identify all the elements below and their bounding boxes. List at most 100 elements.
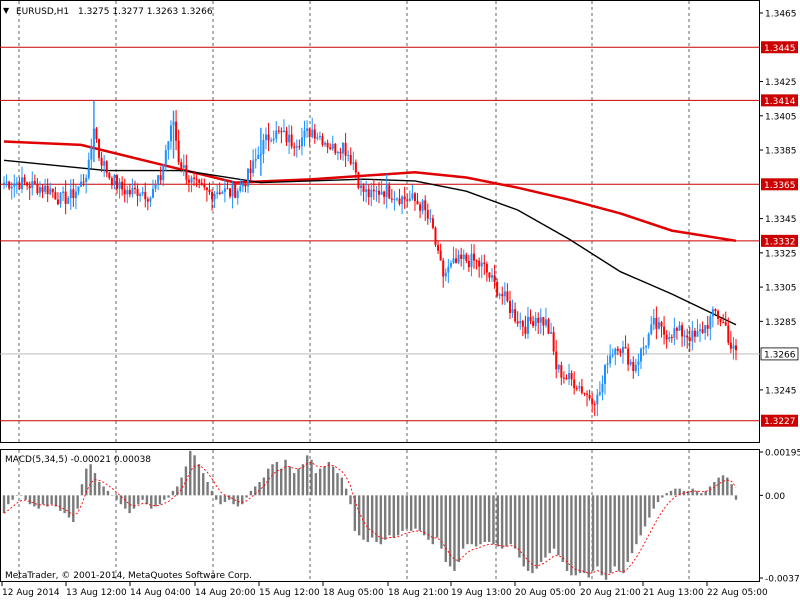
candle-body <box>213 193 216 200</box>
candle-body <box>26 182 29 186</box>
candle-body <box>13 183 16 187</box>
macd-bar <box>223 495 227 502</box>
macd-bar <box>340 477 344 496</box>
macd-bar <box>145 495 149 505</box>
candle-body <box>437 244 440 251</box>
macd-bar <box>505 495 508 547</box>
macd-bar <box>591 495 595 571</box>
candle-body <box>339 151 342 154</box>
time-label: 21 Aug 13:00 <box>643 588 704 598</box>
candle-body <box>514 309 517 322</box>
candle-body <box>177 140 180 163</box>
candle-body <box>434 227 437 245</box>
candle-body <box>665 334 668 340</box>
candle-body <box>331 143 334 149</box>
candle-body <box>534 317 537 326</box>
candle-body <box>105 161 108 173</box>
macd-bar <box>249 490 253 496</box>
candle-body <box>231 184 234 197</box>
candle-body <box>516 321 519 324</box>
macd-bar <box>630 495 634 554</box>
time-label: 14 Aug 04:00 <box>130 588 191 598</box>
candle-body <box>208 189 211 193</box>
candle-body <box>367 189 370 198</box>
candle-body <box>113 175 116 186</box>
candle-body <box>95 128 98 140</box>
candle-body <box>416 201 419 205</box>
candle-body <box>588 394 591 399</box>
collapse-arrow-icon[interactable]: ▼ <box>3 6 10 15</box>
current-price-tag <box>760 347 799 361</box>
candle-body <box>23 177 26 183</box>
price-tick-label: 1.3245 <box>765 386 797 396</box>
candle-body <box>385 185 388 197</box>
time-label: 14 Aug 20:00 <box>195 588 256 598</box>
macd-bar <box>33 495 36 507</box>
macd-bar <box>241 495 244 505</box>
macd-bar <box>448 495 452 567</box>
candle-body <box>187 179 190 183</box>
candle-body <box>519 320 522 324</box>
level-tag <box>761 178 798 191</box>
macd-bar <box>327 462 331 496</box>
candle-body <box>424 200 427 211</box>
candle-body <box>421 200 424 211</box>
macd-bar <box>375 495 378 542</box>
candle-body <box>650 324 653 334</box>
candle-body <box>575 388 578 390</box>
macd-bar <box>158 495 162 505</box>
macd-bar <box>726 477 729 496</box>
candle-body <box>704 325 707 333</box>
candle-body <box>614 348 617 355</box>
macd-bar <box>483 495 486 542</box>
candle-body <box>442 260 445 277</box>
macd-bar <box>396 495 400 536</box>
time-label: 20 Aug 05:00 <box>515 588 576 598</box>
candle-body <box>182 165 185 168</box>
candle-body <box>77 186 80 192</box>
candle-body <box>634 364 637 372</box>
macd-bar <box>271 464 274 496</box>
candle-body <box>195 178 198 180</box>
macd-bar <box>275 462 279 496</box>
price-tick-label: 1.3425 <box>765 78 797 88</box>
candle-body <box>691 330 694 342</box>
macd-bar <box>544 495 547 558</box>
macd-bar <box>656 495 660 502</box>
candle-body <box>318 136 321 138</box>
candle-body <box>606 363 609 365</box>
macd-bar <box>7 495 10 505</box>
price-tick-label: 1.3325 <box>765 249 797 259</box>
macd-bar <box>552 495 556 549</box>
candle-body <box>46 185 49 195</box>
candle-body <box>727 325 730 343</box>
macd-bar <box>297 468 300 496</box>
candle-body <box>257 154 260 159</box>
time-label: 13 Aug 12:00 <box>66 588 127 598</box>
candle-body <box>439 250 442 261</box>
candle-body <box>15 182 18 184</box>
macd-bar <box>487 495 491 542</box>
macd-bar <box>11 495 14 500</box>
macd-bar <box>604 495 608 580</box>
candle-body <box>44 185 47 192</box>
candle-body <box>20 177 23 190</box>
macd-bar <box>453 495 456 571</box>
macd-bar <box>280 468 283 496</box>
candle-body <box>526 316 529 334</box>
price-tick-label: 1.3285 <box>765 318 797 328</box>
macd-bar <box>106 490 110 496</box>
time-label: 18 Aug 21:00 <box>388 588 449 598</box>
candle-body <box>221 191 224 194</box>
candle-body <box>629 361 632 365</box>
candle-body <box>401 196 404 204</box>
candle-body <box>51 188 54 193</box>
candle-body <box>557 365 560 370</box>
macd-bar <box>314 473 318 496</box>
macd-bar <box>518 495 521 558</box>
candle-body <box>714 309 717 312</box>
macd-bar <box>258 482 261 496</box>
macd-bar <box>344 488 348 496</box>
